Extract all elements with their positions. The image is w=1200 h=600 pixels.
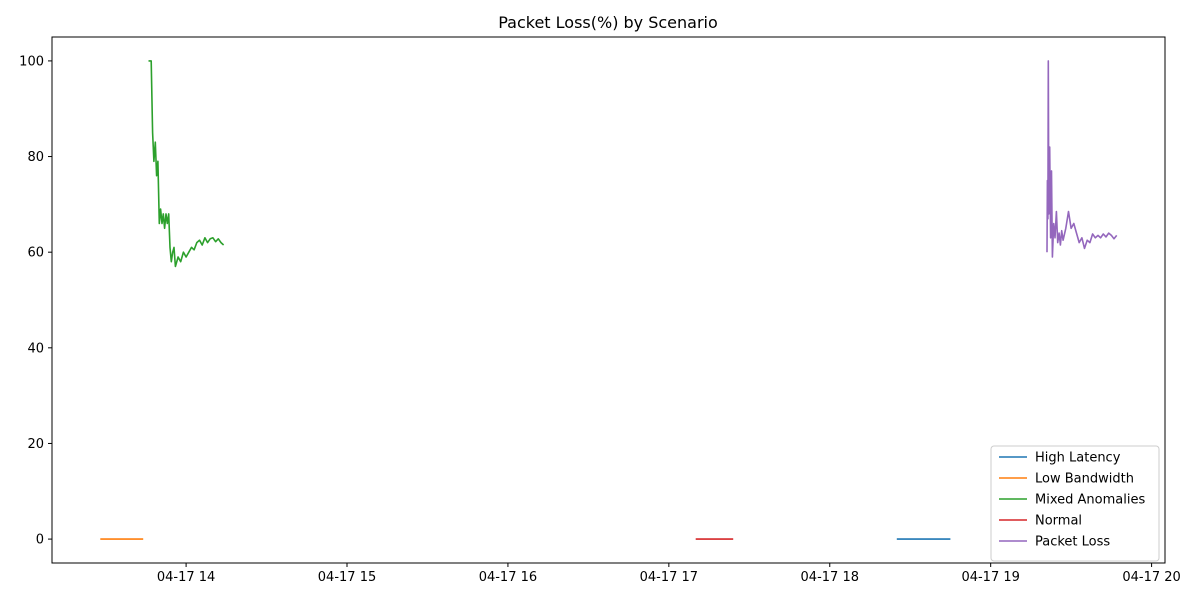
x-tick-label: 04-17 17 [640, 570, 698, 585]
chart-title: Packet Loss(%) by Scenario [498, 13, 718, 32]
legend-label: Mixed Anomalies [1035, 493, 1145, 508]
y-tick-label: 0 [36, 533, 44, 548]
y-tick-label: 40 [27, 341, 44, 356]
plot-area [100, 60, 1118, 540]
legend: High Latency Low Bandwidth Mixed Anomalies… [990, 445, 1160, 562]
x-axis: 04-17 14 04-17 15 04-17 16 04-17 17 04-17 18… [157, 563, 1181, 585]
y-tick-label: 60 [27, 246, 44, 261]
x-tick-label: 04-17 18 [801, 570, 859, 585]
x-tick-label: 04-17 15 [318, 570, 376, 585]
legend-label: High Latency [1035, 451, 1121, 466]
y-tick-label: 80 [27, 150, 44, 165]
y-tick-label: 20 [27, 437, 44, 452]
x-tick-label: 04-17 16 [479, 570, 537, 585]
y-tick-label: 100 [19, 54, 44, 69]
x-tick-label: 04-17 20 [1122, 570, 1180, 585]
y-axis: 0 20 40 60 80 100 [19, 54, 52, 548]
legend-box [990, 445, 1160, 562]
axes-frame [51, 36, 1166, 564]
series-line-4 [1046, 60, 1118, 258]
legend-label: Normal [1035, 514, 1082, 529]
legend-label: Low Bandwidth [1035, 472, 1134, 487]
legend-label: Packet Loss [1035, 535, 1110, 550]
x-tick-label: 04-17 14 [157, 570, 215, 585]
x-tick-label: 04-17 19 [961, 570, 1019, 585]
series-line-2 [148, 60, 225, 268]
